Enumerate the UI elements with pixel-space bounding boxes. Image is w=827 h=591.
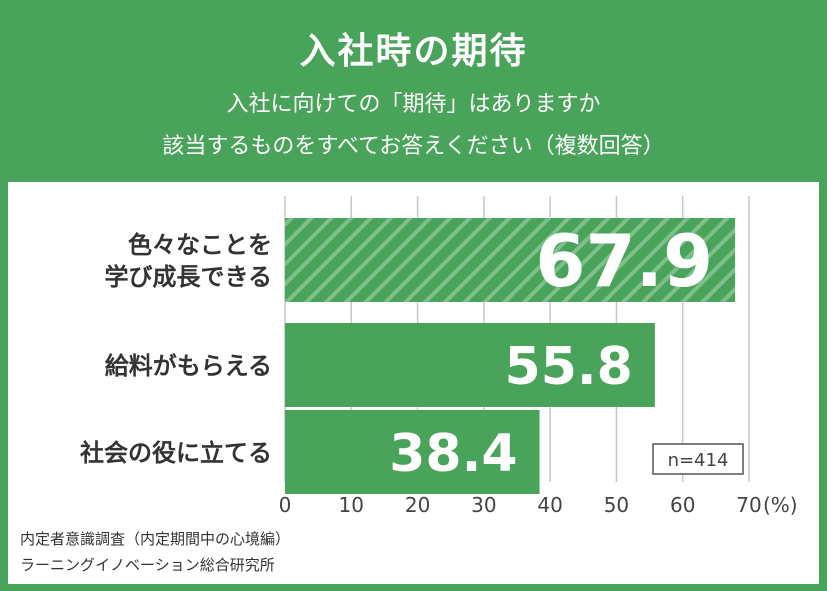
bar bbox=[285, 410, 540, 494]
x-tick-label: 10 bbox=[339, 493, 364, 517]
bar bbox=[285, 218, 736, 302]
source-line2: ラーニングイノベーション総合研究所 bbox=[20, 556, 275, 574]
chart-title: 入社時の期待 bbox=[299, 31, 528, 72]
chart-panel: 0 10 20 30 40 50 60 70 (%) 色々なことを学び成長できる 67.9 給料がもら… bbox=[8, 182, 819, 584]
bar-chart: 0 10 20 30 40 50 60 70 (%) 色々なことを学び成長できる 67.9 給料がもら… bbox=[80, 196, 798, 517]
chart-subtitle-line1: 入社に向けての「期待」はありますか bbox=[226, 92, 601, 117]
x-tick-label: 50 bbox=[604, 493, 629, 517]
data-label: 38.4 bbox=[389, 424, 517, 484]
category-label: 給料がもらえる bbox=[105, 352, 272, 380]
x-tick-label: 30 bbox=[471, 493, 496, 517]
category-label: 社会の役に立てる bbox=[80, 439, 272, 467]
x-unit-label: (%) bbox=[763, 493, 798, 517]
x-tick-label: 0 bbox=[279, 493, 292, 517]
x-tick-label: 20 bbox=[405, 493, 430, 517]
chart-subtitle-line2: 該当するものをすべてお答えください（複数回答） bbox=[162, 134, 665, 159]
category-label: 色々なことを学び成長できる bbox=[104, 231, 272, 291]
sample-size-label: n=414 bbox=[668, 450, 729, 471]
data-label: 67.9 bbox=[535, 219, 713, 303]
source-line1: 内定者意識調査（内定期間中の心境編） bbox=[20, 530, 291, 548]
sample-size-box bbox=[652, 443, 744, 475]
data-label: 55.8 bbox=[505, 337, 633, 397]
x-tick-label: 40 bbox=[537, 493, 562, 517]
x-tick-label: 60 bbox=[670, 493, 695, 517]
header: 入社時の期待 入社に向けての「期待」はありますか 該当するものをすべてお答えくだ… bbox=[0, 0, 827, 182]
x-tick-label: 70 bbox=[736, 493, 761, 517]
bar bbox=[285, 323, 655, 407]
